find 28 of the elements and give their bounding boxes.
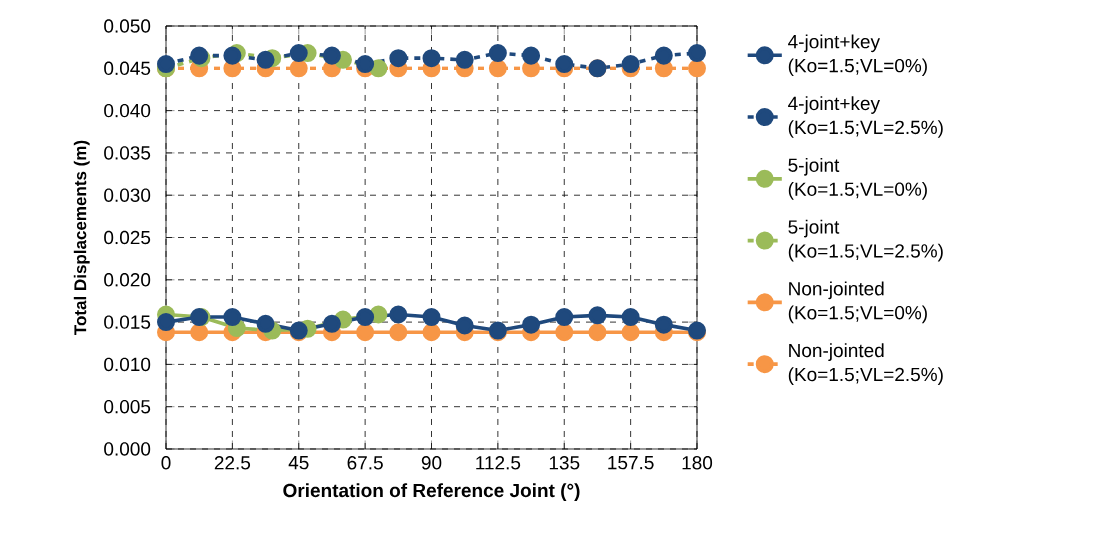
legend-label: 4-joint+key (Ko=1.5;VL=2.5%): [788, 96, 943, 138]
x-tick-label: 112.5: [476, 456, 521, 470]
y-tick-label: 0.050: [104, 19, 151, 33]
y-tick-label: 0.005: [104, 399, 151, 414]
x-tick-label: 90: [421, 456, 442, 470]
x-tick-label: 67.5: [347, 456, 383, 470]
legend-label: 5-joint (Ko=1.5;VL=0%): [788, 157, 927, 200]
y-tick-label: 0.000: [104, 442, 151, 456]
y-tick-label: 0.020: [104, 273, 151, 287]
y-tick-label: 0.045: [104, 61, 151, 76]
x-axis-title: Orientation of Reference Joint (°): [283, 483, 580, 501]
legend-label: 4-joint+key (Ko=1.5;VL=0%): [788, 34, 927, 77]
x-tick-label: 157.5: [608, 456, 654, 470]
y-tick-label: 0.025: [104, 230, 151, 245]
y-tick-label: 0.010: [104, 357, 151, 372]
y-tick-label: 0.040: [104, 103, 151, 118]
y-tick-label: 0.030: [104, 188, 151, 202]
x-tick-label: 45: [288, 456, 309, 470]
y-axis-title: Total Displacements (m): [73, 140, 90, 335]
legend-label: 5-joint (Ko=1.5;VL=2.5%): [788, 219, 943, 262]
legend-label: Non-jointed (Ko=1.5;VL=2.5%): [788, 343, 943, 385]
x-tick-label: 0: [161, 456, 171, 470]
x-tick-label: 180: [682, 456, 713, 470]
y-tick-label: 0.015: [104, 315, 151, 329]
legend-label: Non-jointed (Ko=1.5;VL=0%): [788, 281, 927, 324]
y-tick-label: 0.035: [104, 146, 151, 160]
x-tick-label: 135: [549, 456, 580, 470]
x-tick-label: 22.5: [214, 456, 251, 470]
